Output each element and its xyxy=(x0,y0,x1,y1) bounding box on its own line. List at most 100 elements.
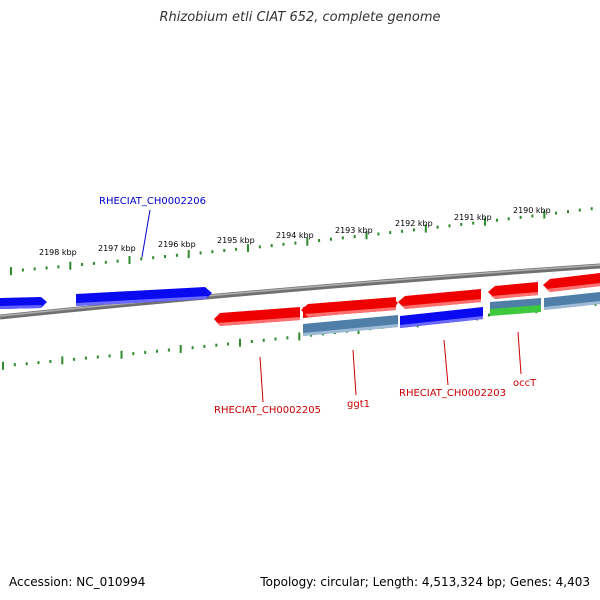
scale-label: 2192 kbp xyxy=(395,219,433,228)
scale-tick xyxy=(175,253,178,257)
scale-tick xyxy=(81,263,84,266)
scale-tick xyxy=(10,267,12,276)
scale-tick xyxy=(590,207,593,211)
scale-labels: 2198 kbp 2197 kbp 2196 kbp 2195 kbp 2194… xyxy=(39,206,551,257)
scale-tick xyxy=(199,251,202,255)
scale-tick xyxy=(365,231,368,240)
scale-tick xyxy=(187,250,190,259)
scale-tick xyxy=(274,337,277,341)
scale-tick xyxy=(239,338,241,347)
gene-forward-left[interactable] xyxy=(0,297,47,309)
scale-tick xyxy=(235,247,238,251)
scale-label: 2195 kbp xyxy=(217,236,255,245)
gene-reverse-right[interactable] xyxy=(543,273,600,292)
accession-text: Accession: NC_010994 xyxy=(9,575,146,589)
gene-rheciat-ch0002203-red[interactable] xyxy=(398,289,481,309)
leader-line xyxy=(352,349,357,396)
scale-tick xyxy=(298,332,301,341)
genome-backbone xyxy=(0,263,600,320)
gene-rheciat-ch0002203[interactable] xyxy=(400,307,483,328)
gene-label-rheciat-ch0002203: RHECIAT_CH0002203 xyxy=(399,388,506,399)
scale-label: 2196 kbp xyxy=(158,240,196,249)
scale-tick xyxy=(73,357,76,361)
leader-line xyxy=(443,339,449,386)
scale-tick xyxy=(37,361,40,365)
scale-tick xyxy=(519,215,522,219)
scale-tick xyxy=(120,350,123,359)
gene-label-ggt1: ggt1 xyxy=(347,399,370,410)
gene-ggt1[interactable] xyxy=(303,315,398,336)
scale-tick xyxy=(377,232,380,236)
gene-occt-red[interactable] xyxy=(488,282,538,299)
scale-tick xyxy=(286,336,289,340)
scale-tick xyxy=(412,228,415,232)
scale-tick xyxy=(436,225,439,229)
scale-tick xyxy=(484,217,486,226)
scale-tick xyxy=(49,360,52,363)
gene-occt[interactable] xyxy=(490,298,541,316)
leader-line xyxy=(517,331,522,375)
scale-tick xyxy=(156,349,158,353)
scale-tick xyxy=(487,313,490,317)
scale-tick xyxy=(152,256,155,260)
scale-tick xyxy=(389,231,392,235)
scale-tick xyxy=(341,236,344,240)
scale-tick xyxy=(13,363,16,367)
gene-ggt1-red[interactable] xyxy=(301,297,396,317)
scale-label: 2190 kbp xyxy=(513,206,551,215)
leader-line xyxy=(141,209,151,258)
scale-tick xyxy=(116,259,119,263)
gene-label-occt: occT xyxy=(513,378,537,389)
scale-tick xyxy=(250,340,253,343)
gene-rheciat-ch0002206[interactable] xyxy=(76,287,212,306)
scale-tick xyxy=(223,249,226,252)
scale-label: 2193 kbp xyxy=(335,226,373,235)
gene-rheciat-ch0002205[interactable] xyxy=(214,307,300,326)
scale-tick xyxy=(258,245,261,249)
scale-tick xyxy=(460,222,463,226)
scale-label: 2197 kbp xyxy=(98,244,136,253)
scale-tick xyxy=(132,352,135,356)
scale-tick xyxy=(448,224,451,228)
scale-tick xyxy=(84,356,87,360)
outer-tick-row xyxy=(10,207,593,276)
scale-tick xyxy=(543,210,546,219)
scale-tick xyxy=(472,221,475,225)
scale-tick xyxy=(247,244,249,253)
leader-line xyxy=(259,356,264,403)
scale-tick xyxy=(203,344,206,348)
scale-tick xyxy=(61,356,64,365)
scale-tick xyxy=(179,344,182,353)
scale-tick xyxy=(424,224,427,233)
scale-tick xyxy=(578,208,581,212)
scale-tick xyxy=(262,338,265,342)
scale-tick xyxy=(306,237,309,246)
gene-label-rheciat-ch0002206: RHECIAT_CH0002206 xyxy=(99,196,206,207)
gene-label-rheciat-ch0002205: RHECIAT_CH0002205 xyxy=(214,405,321,416)
map-title: Rhizobium etli CIAT 652, complete genome xyxy=(159,10,441,25)
scale-tick xyxy=(555,211,558,215)
scale-tick xyxy=(108,354,111,358)
scale-tick xyxy=(45,266,48,270)
scale-tick xyxy=(69,261,72,270)
scale-tick xyxy=(167,348,170,352)
scale-tick xyxy=(353,235,356,239)
scale-tick xyxy=(104,260,107,264)
scale-tick xyxy=(33,267,36,271)
scale-tick xyxy=(128,256,131,264)
scale-label: 2198 kbp xyxy=(39,248,77,257)
scale-tick xyxy=(318,239,321,242)
scale-label: 2194 kbp xyxy=(276,231,314,240)
scale-tick xyxy=(270,244,273,248)
scale-tick xyxy=(401,229,404,233)
scale-tick xyxy=(21,268,24,272)
scale-tick xyxy=(57,265,60,269)
gene-steelblue-right[interactable] xyxy=(544,292,600,310)
scale-tick xyxy=(144,350,147,354)
scale-tick xyxy=(567,210,569,214)
scale-tick xyxy=(227,342,230,346)
scale-label: 2191 kbp xyxy=(454,213,492,222)
scale-tick xyxy=(531,214,534,218)
scale-tick xyxy=(92,261,95,265)
scale-tick xyxy=(164,255,166,258)
